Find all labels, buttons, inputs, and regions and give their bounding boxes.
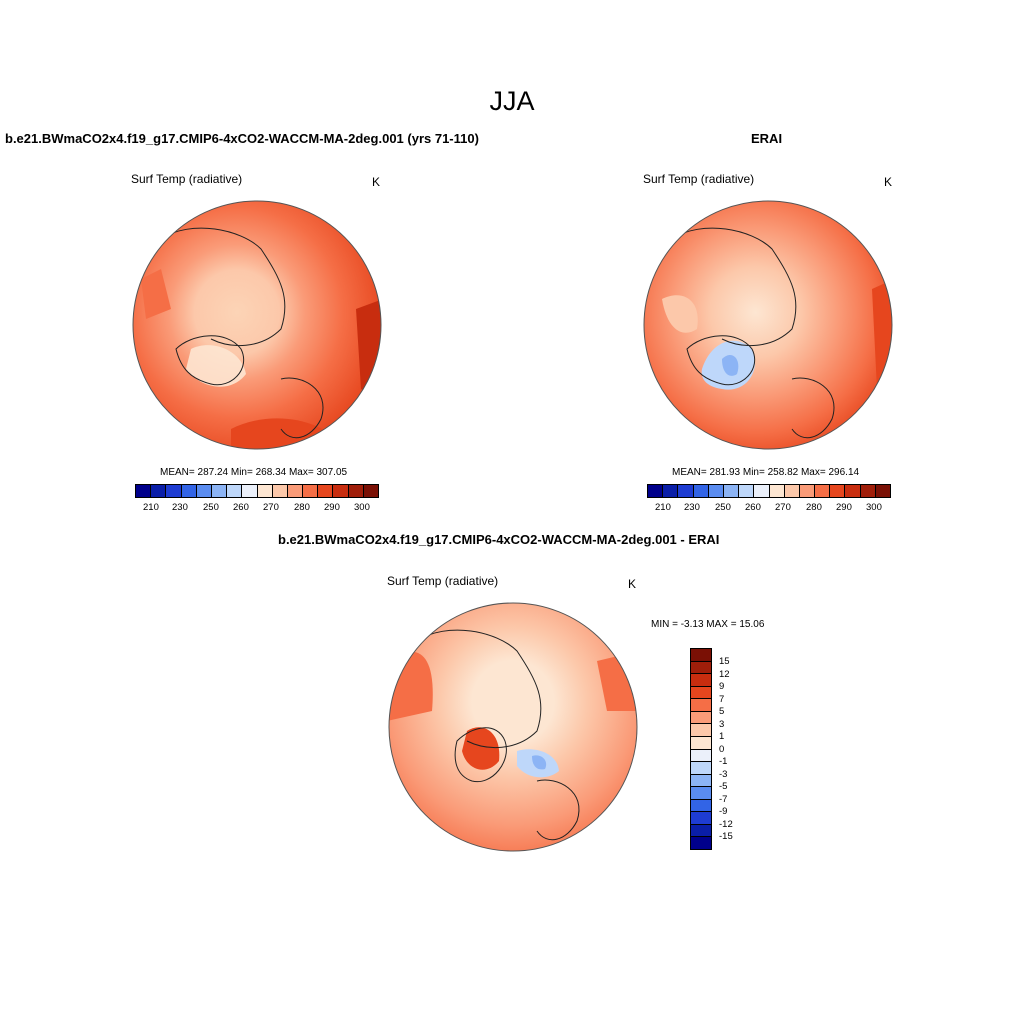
colorbar-swatch [691, 649, 711, 662]
diff-cbar-tick: 12 [719, 669, 730, 680]
model-cbar-tick: 210 [143, 502, 159, 513]
model-stats: MEAN= 287.24 Min= 268.34 Max= 307.05 [160, 467, 348, 478]
obs-cbar-tick: 270 [775, 502, 791, 513]
colorbar-swatch [211, 485, 228, 497]
diff-cbar-tick: 0 [719, 744, 725, 755]
colorbar-swatch [691, 749, 711, 763]
model-colorbar [135, 484, 379, 498]
colorbar-swatch [151, 485, 167, 497]
model-cbar-tick: 280 [294, 502, 310, 513]
diff-cbar-tick: 15 [719, 656, 730, 667]
colorbar-swatch [815, 485, 831, 497]
colorbar-swatch [663, 485, 679, 497]
diff-cbar-tick: -5 [719, 781, 728, 792]
diff-cbar-tick: -9 [719, 806, 728, 817]
model-cbar-tick: 230 [172, 502, 188, 513]
colorbar-swatch [648, 485, 664, 497]
obs-cbar-tick: 210 [655, 502, 671, 513]
obs-cbar-tick: 260 [745, 502, 761, 513]
colorbar-swatch [181, 485, 197, 497]
colorbar-swatch [691, 812, 711, 825]
model-polar-map [132, 200, 382, 450]
colorbar-swatch [136, 485, 152, 497]
colorbar-swatch [242, 485, 258, 497]
model-cbar-tick: 290 [324, 502, 340, 513]
obs-cbar-tick: 300 [866, 502, 882, 513]
colorbar-swatch [769, 485, 785, 497]
model-units-label: K [372, 175, 381, 189]
colorbar-swatch [754, 485, 770, 497]
obs-panel-title: ERAI [751, 131, 783, 146]
diff-cbar-tick: 1 [719, 731, 725, 742]
colorbar-swatch [691, 774, 711, 788]
colorbar-swatch [348, 485, 364, 497]
colorbar-swatch [691, 837, 711, 849]
diff-cbar-tick: -3 [719, 769, 728, 780]
obs-polar-map [643, 200, 893, 450]
obs-cbar-tick: 250 [715, 502, 731, 513]
colorbar-swatch [784, 485, 800, 497]
colorbar-swatch [318, 485, 334, 497]
colorbar-swatch [691, 736, 711, 750]
obs-units-label: K [884, 175, 893, 189]
colorbar-swatch [830, 485, 846, 497]
diff-cbar-tick: -12 [719, 819, 733, 830]
model-cbar-tick: 300 [354, 502, 370, 513]
colorbar-swatch [845, 485, 861, 497]
diff-panel-title: b.e21.BWmaCO2x4.f19_g17.CMIP6-4xCO2-WACC… [278, 532, 720, 547]
colorbar-swatch [691, 686, 711, 700]
colorbar-swatch [257, 485, 273, 497]
colorbar-swatch [363, 485, 378, 497]
colorbar-swatch [691, 724, 711, 737]
obs-cbar-tick: 290 [836, 502, 852, 513]
diff-cbar-tick: 5 [719, 706, 725, 717]
diff-polar-map [388, 602, 638, 852]
colorbar-swatch [691, 762, 711, 775]
model-variable-label: Surf Temp (radiative) [131, 172, 243, 186]
colorbar-swatch [166, 485, 182, 497]
colorbar-swatch [875, 485, 890, 497]
colorbar-swatch [691, 711, 711, 725]
model-panel-title: b.e21.BWmaCO2x4.f19_g17.CMIP6-4xCO2-WACC… [5, 131, 479, 146]
colorbar-swatch [678, 485, 694, 497]
diff-cbar-tick: 7 [719, 694, 725, 705]
colorbar-swatch [691, 674, 711, 687]
model-cbar-tick: 250 [203, 502, 219, 513]
obs-colorbar [647, 484, 891, 498]
diff-cbar-tick: 3 [719, 719, 725, 730]
diff-cbar-tick: -1 [719, 756, 728, 767]
colorbar-swatch [303, 485, 319, 497]
diff-stats: MIN = -3.13 MAX = 15.06 [651, 619, 765, 630]
obs-cbar-tick: 230 [684, 502, 700, 513]
colorbar-swatch [691, 661, 711, 675]
diff-units-label: K [628, 577, 637, 591]
colorbar-swatch [691, 799, 711, 813]
colorbar-swatch [708, 485, 724, 497]
colorbar-swatch [691, 787, 711, 800]
colorbar-swatch [227, 485, 243, 497]
figure-title: JJA [489, 86, 535, 116]
colorbar-swatch [723, 485, 740, 497]
colorbar-swatch [860, 485, 876, 497]
colorbar-swatch [799, 485, 816, 497]
model-cbar-tick: 260 [233, 502, 249, 513]
colorbar-swatch [691, 824, 711, 838]
obs-cbar-tick: 280 [806, 502, 822, 513]
diff-cbar-tick: -15 [719, 831, 733, 842]
colorbar-swatch [691, 699, 711, 712]
obs-stats: MEAN= 281.93 Min= 258.82 Max= 296.14 [672, 467, 860, 478]
obs-variable-label: Surf Temp (radiative) [643, 172, 755, 186]
model-cbar-tick: 270 [263, 502, 279, 513]
colorbar-swatch [272, 485, 288, 497]
colorbar-swatch [693, 485, 709, 497]
diff-cbar-tick: 9 [719, 681, 725, 692]
diff-cbar-tick: -7 [719, 794, 728, 805]
colorbar-swatch [333, 485, 349, 497]
colorbar-swatch [196, 485, 212, 497]
diff-variable-label: Surf Temp (radiative) [387, 574, 499, 588]
diff-colorbar [690, 648, 712, 850]
colorbar-swatch [287, 485, 304, 497]
colorbar-swatch [739, 485, 755, 497]
